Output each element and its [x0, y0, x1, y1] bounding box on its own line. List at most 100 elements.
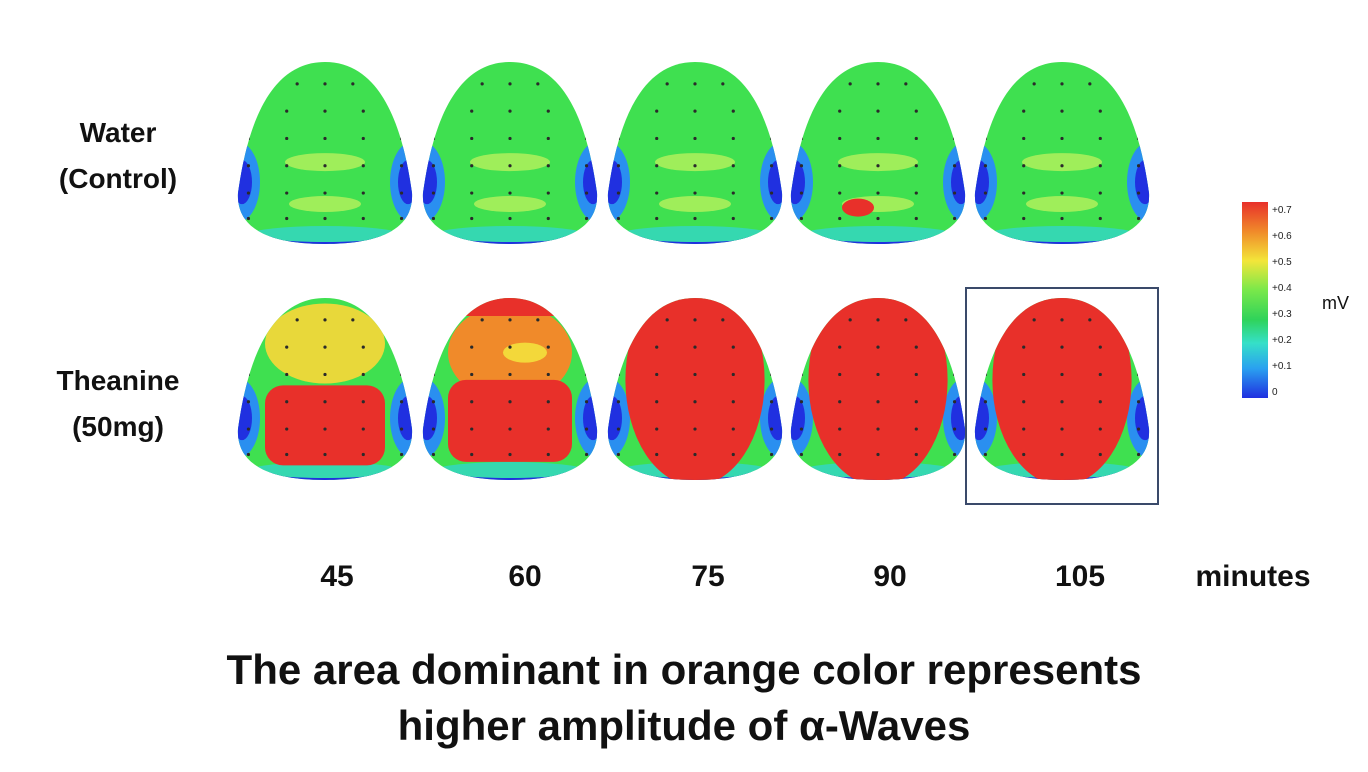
- electrode-dot: [1060, 216, 1064, 221]
- electrode-dot: [914, 109, 918, 113]
- electrode-dot: [693, 427, 697, 431]
- electrode-dot: [876, 452, 880, 457]
- electrode-dot: [655, 427, 659, 431]
- electrode-dot: [431, 452, 436, 457]
- electrode-dot: [584, 372, 589, 377]
- electrode-dot: [399, 400, 404, 404]
- electrode-dot: [431, 345, 436, 349]
- head-map: [607, 62, 783, 244]
- colorbar-tick-label: 0: [1272, 387, 1278, 398]
- electrode-dot: [470, 216, 474, 221]
- map-band: [1026, 195, 1098, 212]
- electrode-dot: [1098, 345, 1102, 349]
- row-label-line2: (Control): [58, 163, 178, 194]
- electrode-dot: [731, 345, 735, 349]
- electrode-dot: [480, 318, 484, 322]
- electrode-dot: [246, 216, 251, 221]
- electrode-dot: [1060, 318, 1064, 322]
- row-label-line1: Water: [79, 117, 157, 148]
- electrode-dot: [536, 82, 540, 86]
- row-label-water: Water (Control): [18, 110, 218, 202]
- electrode-dot: [693, 191, 697, 195]
- electrode-dot: [1098, 427, 1102, 431]
- electrode-dot: [431, 136, 436, 141]
- electrode-dot: [1136, 216, 1141, 221]
- electrode-dot: [693, 109, 697, 113]
- electrode-dot: [508, 372, 512, 377]
- electrode-dot: [480, 82, 484, 86]
- colorbar-unit: mV: [1322, 293, 1349, 313]
- row-label-theanine: Theanine (50mg): [18, 358, 218, 450]
- electrode-dot: [584, 452, 589, 457]
- electrode-dot: [285, 452, 289, 457]
- electrode-dot: [399, 164, 404, 168]
- colorbar: [1242, 202, 1268, 398]
- electrode-dot: [584, 191, 589, 195]
- electrode-dot: [952, 345, 957, 349]
- electrode-dot: [361, 109, 365, 113]
- electrode-dot: [546, 400, 550, 404]
- electrode-dot: [914, 216, 918, 221]
- electrode-dot: [616, 372, 621, 377]
- electrode-dot: [351, 82, 355, 86]
- electrode-dot: [983, 109, 988, 113]
- electrode-dot: [1098, 216, 1102, 221]
- colorbar-tick-label: +0.7: [1272, 205, 1292, 216]
- electrode-dot: [616, 216, 621, 221]
- map-region: [465, 298, 555, 316]
- electrode-dot: [323, 318, 327, 322]
- electrode-dot: [693, 372, 697, 377]
- electrode-dot: [1060, 164, 1064, 168]
- electrode-dot: [431, 372, 436, 377]
- map-region: [992, 298, 1132, 480]
- electrode-dot: [285, 372, 289, 377]
- electrode-dot: [508, 400, 512, 404]
- electrode-dot: [508, 452, 512, 457]
- head-map: [422, 62, 598, 244]
- electrode-dot: [546, 452, 550, 457]
- map-region: [625, 298, 765, 480]
- electrode-dot: [769, 109, 774, 113]
- electrode-dot: [1098, 164, 1102, 168]
- electrode-dot: [876, 191, 880, 195]
- electrode-dot: [584, 345, 589, 349]
- electrode-dot: [983, 427, 988, 431]
- electrode-dot: [584, 109, 589, 113]
- electrode-dot: [721, 318, 725, 322]
- electrode-dot: [721, 82, 725, 86]
- map-edge: [237, 378, 260, 459]
- electrode-dot: [731, 191, 735, 195]
- electrode-dot: [546, 164, 550, 168]
- electrode-dot: [838, 400, 842, 404]
- electrode-dot: [285, 427, 289, 431]
- colorbar-tick-label: +0.1: [1272, 361, 1292, 372]
- map-edge: [436, 226, 584, 242]
- electrode-dot: [546, 427, 550, 431]
- electrode-dot: [655, 109, 659, 113]
- electrode-dot: [546, 136, 550, 141]
- electrode-dot: [731, 216, 735, 221]
- electrode-dot: [323, 345, 327, 349]
- electrode-dot: [952, 372, 957, 377]
- electrode-dot: [508, 191, 512, 195]
- electrode-dot: [1032, 82, 1036, 86]
- electrode-dot: [470, 345, 474, 349]
- electrode-dot: [1060, 191, 1064, 195]
- electrode-dot: [693, 345, 697, 349]
- electrode-dot: [361, 372, 365, 377]
- electrode-dot: [983, 452, 988, 457]
- electrode-dot: [285, 191, 289, 195]
- electrode-dot: [361, 136, 365, 141]
- head-map: [607, 298, 783, 480]
- electrode-dot: [508, 82, 512, 86]
- row-label-line2: (50mg): [72, 411, 164, 442]
- colorbar-tick-label: +0.5: [1272, 257, 1292, 268]
- electrode-dot: [295, 82, 299, 86]
- electrode-dot: [769, 136, 774, 141]
- electrode-dot: [1022, 427, 1026, 431]
- electrode-dot: [246, 164, 251, 168]
- electrode-dot: [848, 318, 852, 322]
- map-edge: [621, 226, 769, 242]
- electrode-dot: [1136, 345, 1141, 349]
- map-edge: [988, 226, 1136, 242]
